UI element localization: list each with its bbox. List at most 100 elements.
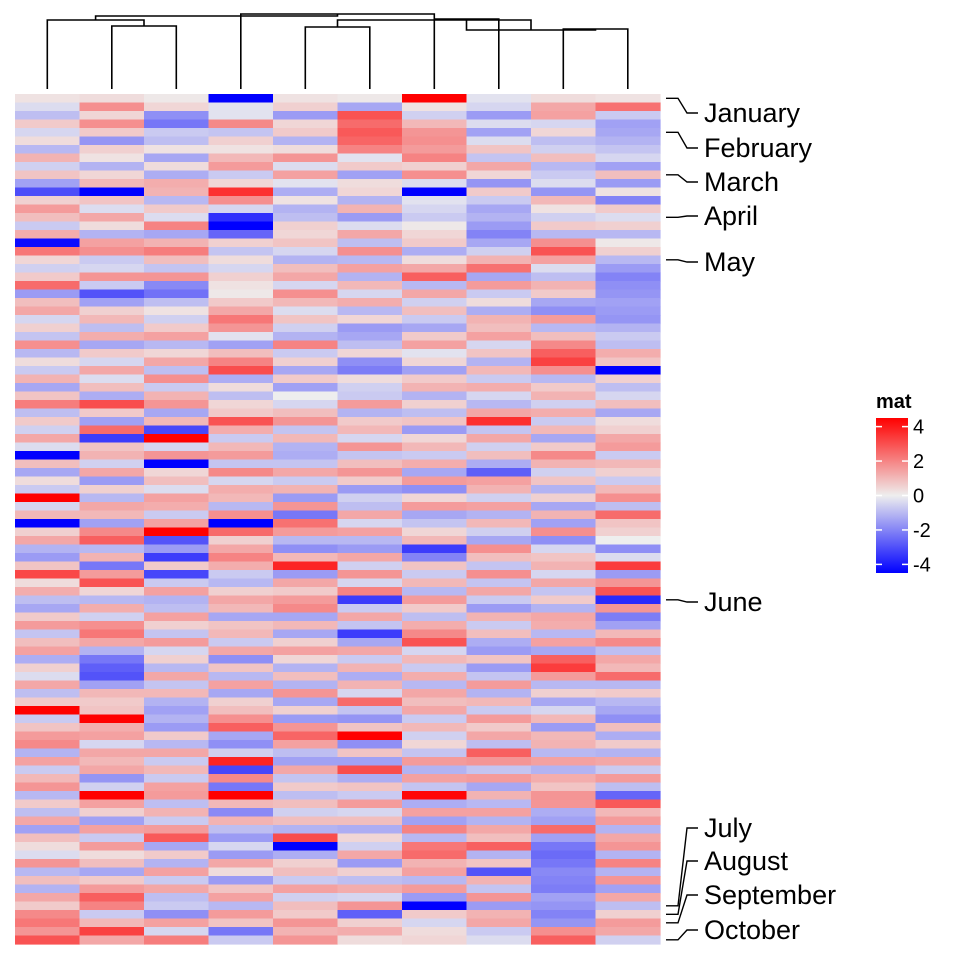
heatmap-cell (144, 910, 210, 920)
heatmap-cell (273, 213, 339, 223)
heatmap-cell (79, 536, 145, 546)
heatmap-cell (208, 400, 274, 410)
heatmap-cell (531, 306, 597, 316)
heatmap-cell (15, 187, 81, 197)
heatmap-cell (144, 536, 210, 546)
heatmap-cell (79, 213, 145, 223)
heatmap-cell (144, 604, 210, 614)
heatmap-cell (208, 510, 274, 520)
heatmap-cell (144, 204, 210, 214)
heatmap-cell (531, 94, 597, 104)
heatmap-cell (531, 349, 597, 359)
heatmap-cell (79, 714, 145, 724)
heatmap-cell (402, 238, 468, 248)
heatmap-cell (466, 791, 532, 801)
heatmap-cell (595, 646, 661, 656)
heatmap-cell (595, 230, 661, 240)
heatmap-cell (144, 451, 210, 461)
heatmap-cell (402, 340, 468, 350)
heatmap-cell (595, 901, 661, 911)
heatmap-cell (531, 680, 597, 690)
heatmap-cell (144, 595, 210, 605)
heatmap-cell (79, 179, 145, 189)
heatmap-cell (402, 179, 468, 189)
heatmap-cell (337, 740, 403, 750)
heatmap-cell (15, 697, 81, 707)
heatmap-cell (79, 442, 145, 452)
heatmap-cell (337, 153, 403, 163)
heatmap-cell (144, 213, 210, 223)
heatmap-cell (337, 459, 403, 469)
heatmap-cell (466, 332, 532, 342)
legend-tick-label: 2 (913, 451, 924, 473)
heatmap-cell (15, 128, 81, 138)
heatmap-cell (79, 196, 145, 206)
heatmap-cell (273, 510, 339, 520)
heatmap-cell (208, 349, 274, 359)
heatmap-cell (208, 859, 274, 869)
heatmap-cell (595, 306, 661, 316)
heatmap-cell (466, 757, 532, 767)
heatmap-cell (595, 570, 661, 580)
heatmap-cell (466, 94, 532, 104)
heatmap-cell (402, 731, 468, 741)
heatmap-cell (402, 247, 468, 257)
heatmap-cell (595, 264, 661, 274)
heatmap-cell (531, 740, 597, 750)
heatmap-cell (402, 459, 468, 469)
heatmap-cell (531, 876, 597, 886)
heatmap-cell (466, 663, 532, 673)
heatmap-cell (208, 162, 274, 172)
heatmap-cell (337, 434, 403, 444)
heatmap-cell (595, 859, 661, 869)
heatmap-cell (208, 340, 274, 350)
heatmap-cell (79, 842, 145, 852)
heatmap-cell (15, 587, 81, 597)
heatmap-cell (337, 774, 403, 784)
heatmap-cell (402, 187, 468, 197)
heatmap-cell (79, 281, 145, 291)
heatmap-cell (144, 281, 210, 291)
heatmap-cell (531, 799, 597, 809)
heatmap-cell (595, 417, 661, 427)
heatmap-cell (79, 655, 145, 665)
heatmap-cell (273, 196, 339, 206)
heatmap-cell (337, 230, 403, 240)
heatmap-cell (15, 417, 81, 427)
heatmap-cell (402, 714, 468, 724)
heatmap-cell (79, 349, 145, 359)
heatmap-cell (595, 400, 661, 410)
heatmap-cell (531, 391, 597, 401)
heatmap-cell (466, 706, 532, 716)
heatmap-cell (144, 247, 210, 257)
heatmap-cell (15, 153, 81, 163)
heatmap-cell (337, 816, 403, 826)
heatmap-cell (273, 204, 339, 214)
heatmap-cell (208, 757, 274, 767)
heatmap-body (15, 94, 661, 945)
heatmap-cell (15, 740, 81, 750)
heatmap-cell (208, 408, 274, 418)
heatmap-cell (337, 706, 403, 716)
heatmap-cell (79, 264, 145, 274)
heatmap-cell (144, 468, 210, 478)
heatmap-cell (402, 425, 468, 435)
heatmap-cell (466, 697, 532, 707)
heatmap-cell (402, 604, 468, 614)
heatmap-cell (15, 94, 81, 104)
heatmap-cell (208, 612, 274, 622)
heatmap-cell (273, 697, 339, 707)
heatmap-cell (208, 587, 274, 597)
heatmap-cell (531, 901, 597, 911)
heatmap-cell (208, 298, 274, 308)
heatmap-cell (402, 765, 468, 775)
heatmap-cell (466, 340, 532, 350)
legend-tick-label: 0 (913, 486, 924, 508)
heatmap-cell (531, 578, 597, 588)
heatmap-cell (273, 884, 339, 894)
heatmap-cell (595, 527, 661, 537)
heatmap-cell (144, 842, 210, 852)
heatmap-cell (337, 638, 403, 648)
heatmap-cell (595, 833, 661, 843)
legend-tick-label: -4 (913, 554, 931, 576)
